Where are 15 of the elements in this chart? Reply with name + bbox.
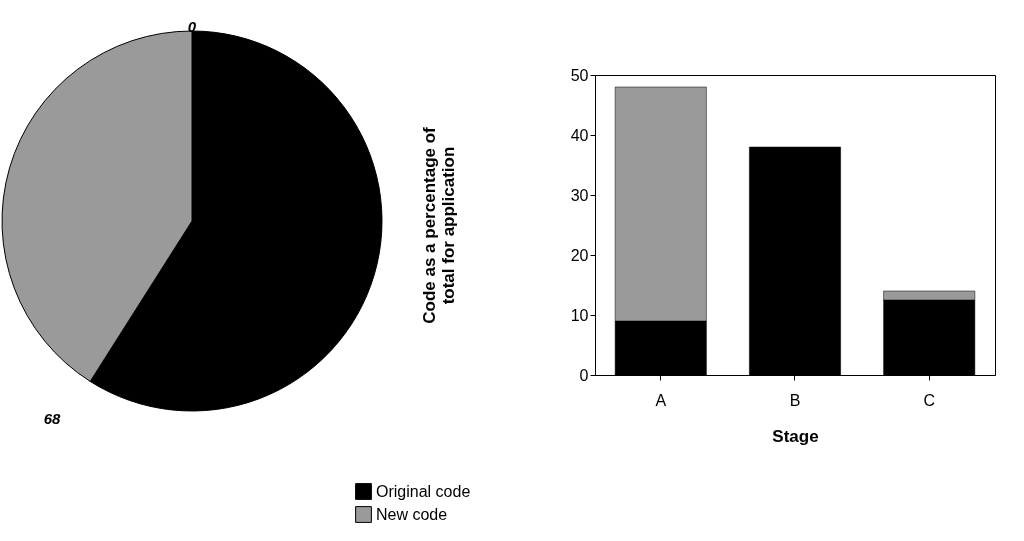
x-tick-label: C <box>923 391 936 409</box>
y-tick-label: 20 <box>570 246 589 264</box>
y-tick-label: 40 <box>570 126 589 144</box>
y-tick-label: 50 <box>570 66 589 84</box>
legend-label: Original code <box>376 482 471 500</box>
text: 0 <box>187 18 197 35</box>
y-tick-label: 30 <box>570 186 589 204</box>
x-tick-label: B <box>789 391 801 409</box>
y-tick-label: 0 <box>579 366 589 384</box>
legend-label: New code <box>376 505 448 523</box>
x-axis-title: Stage <box>772 426 819 446</box>
y-axis-title: Code as a percentage of total for application <box>419 126 458 324</box>
y-tick-label: 10 <box>570 306 589 324</box>
text: 68 <box>43 410 61 427</box>
x-tick-label: A <box>655 391 667 409</box>
